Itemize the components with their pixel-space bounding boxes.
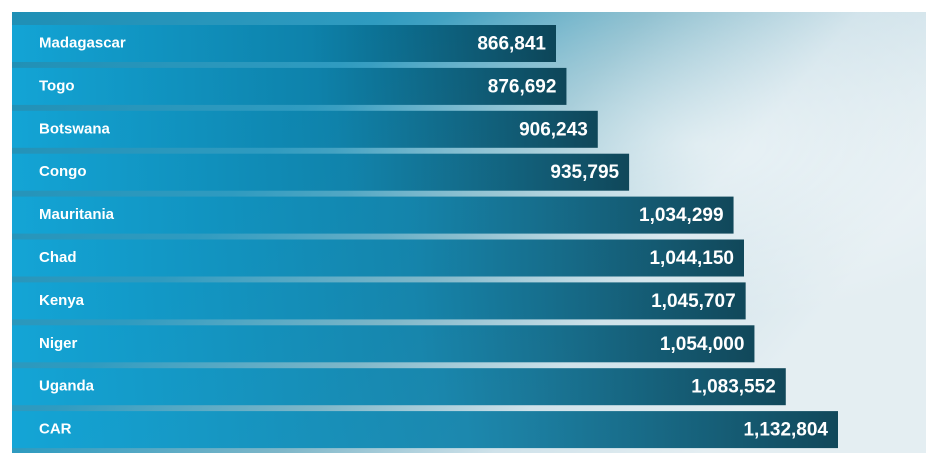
value-label: 1,045,707 [651,291,736,312]
category-label: Congo [39,163,86,180]
bar [12,240,744,277]
category-label: Chad [39,249,77,266]
value-label: 866,841 [477,34,546,55]
category-label: Botswana [39,120,111,137]
category-label: Madagascar [39,34,126,51]
bar [12,368,786,405]
value-label: 1,054,000 [660,334,745,355]
value-label: 935,795 [550,162,619,183]
bar [12,411,838,448]
bar [12,154,629,191]
value-label: 1,044,150 [649,248,734,269]
category-label: Uganda [39,378,95,395]
bar [12,325,754,362]
value-label: 1,132,804 [743,420,828,441]
category-label: Mauritania [39,206,115,223]
value-label: 876,692 [488,76,557,97]
bar [12,282,746,319]
page: Madagascar 866,841 Togo 876,692 Botswana 906,… [0,0,926,453]
category-label: Togo [39,77,75,94]
chart: Madagascar 866,841 Togo 876,692 Botswana 906,… [0,0,926,453]
category-label: Kenya [39,292,85,309]
bar [12,197,734,234]
value-label: 906,243 [519,119,588,140]
category-label: Niger [39,335,78,352]
category-label: CAR [39,421,72,438]
value-label: 1,034,299 [639,205,724,226]
value-label: 1,083,552 [691,377,776,398]
bar [12,68,566,105]
